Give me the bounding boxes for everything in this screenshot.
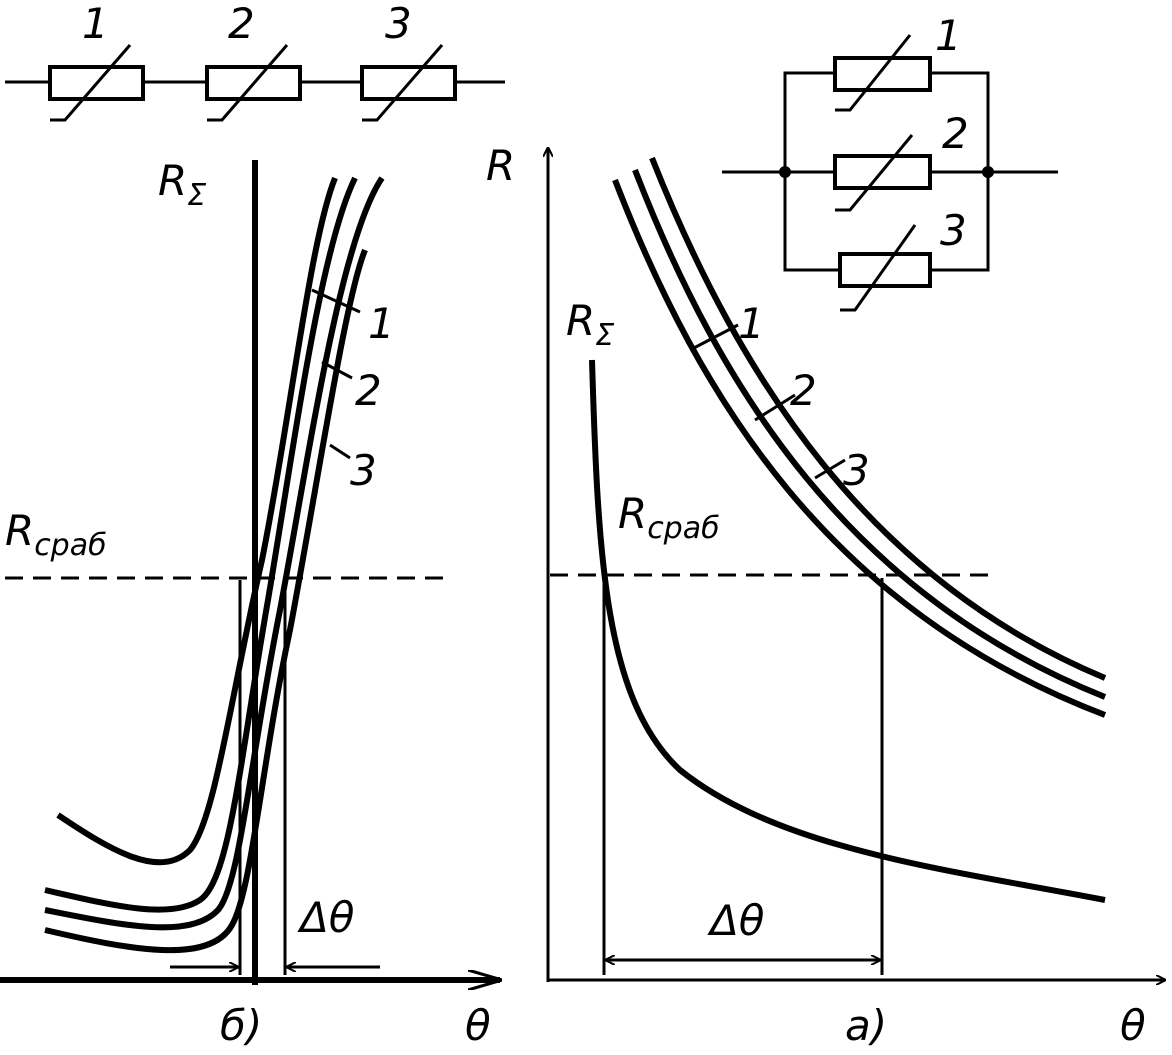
node — [982, 166, 994, 178]
subscript: сраб — [647, 511, 719, 546]
symbol: R — [618, 489, 647, 538]
curve-label: 2 — [355, 366, 382, 415]
x-axis-label: θ — [465, 1001, 491, 1050]
subscript: Σ — [187, 178, 206, 213]
node — [779, 166, 791, 178]
x-axis-label: θ — [1120, 1001, 1146, 1050]
resistor-label: 2 — [228, 0, 255, 48]
curve-label: 3 — [350, 446, 377, 495]
left-graph: RΣ Rсраб 1 2 3 Δθ б) θ — [0, 156, 500, 1050]
resistor-label: 3 — [940, 206, 967, 255]
caption: б) — [220, 1001, 262, 1050]
curve-label: 1 — [738, 299, 765, 348]
curve-label: 3 — [843, 446, 870, 495]
parallel-circuit: 1 2 3 — [722, 11, 1058, 312]
delta-label: Δθ — [707, 896, 764, 945]
r-trip-label: Rсраб — [5, 506, 107, 563]
delta-label: Δθ — [297, 893, 354, 942]
resistor-label: 2 — [942, 109, 969, 158]
r-sum-label: RΣ — [566, 296, 614, 353]
r-trip-label: Rсраб — [618, 489, 720, 546]
resistor-label: 1 — [82, 0, 109, 48]
series-circuit: 1 2 3 — [5, 0, 505, 122]
y-axis-label: R — [486, 141, 515, 190]
subscript: Σ — [595, 318, 614, 353]
curve-label: 2 — [790, 366, 817, 415]
right-graph: R RΣ Rсраб 1 2 3 Δθ а) θ — [486, 141, 1165, 1050]
symbol: R — [158, 156, 187, 205]
symbol: R — [5, 506, 34, 555]
subscript: сраб — [34, 528, 106, 563]
curve-label: 1 — [368, 299, 395, 348]
resistor-label: 3 — [385, 0, 412, 48]
resistor-label: 1 — [935, 11, 962, 60]
caption: а) — [845, 1001, 887, 1050]
r-sum-label: RΣ — [158, 156, 206, 213]
symbol: R — [566, 296, 595, 345]
